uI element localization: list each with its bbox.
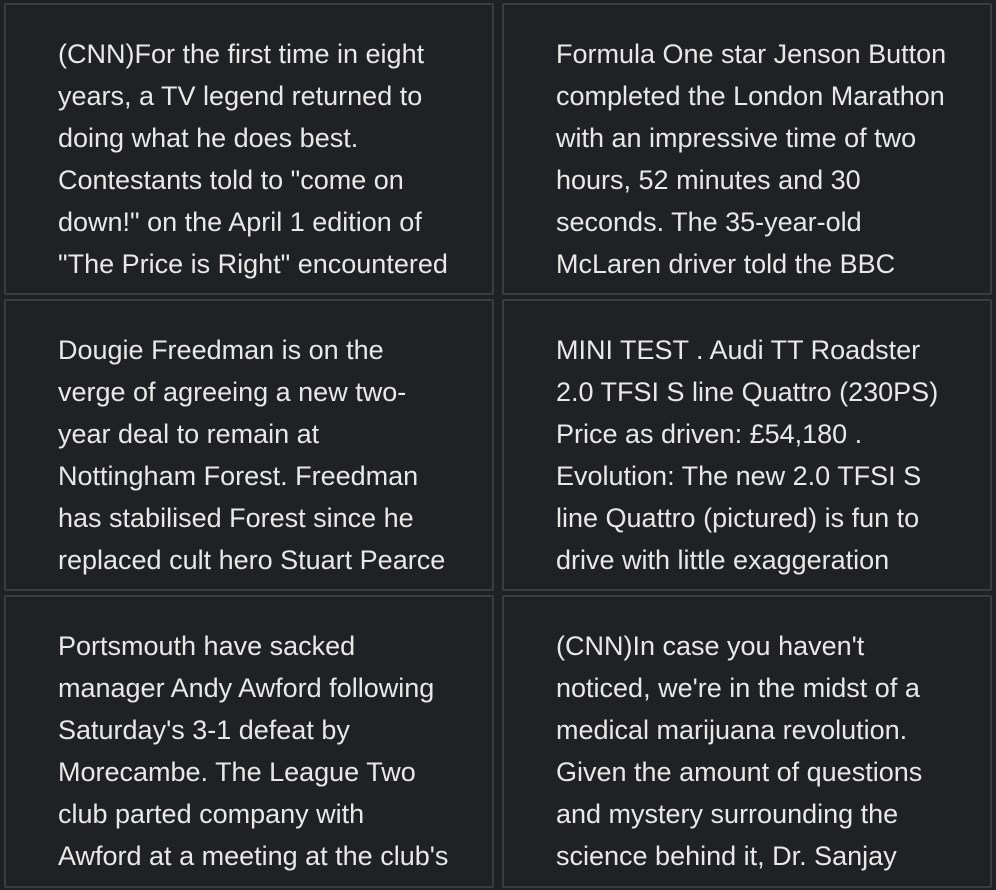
article-snippet: Portsmouth have sacked manager Andy Awfo… — [58, 631, 449, 886]
article-snippet: (CNN)For the first time in eight years, … — [58, 39, 448, 293]
article-card[interactable]: Formula One star Jenson Button completed… — [502, 3, 992, 295]
article-card[interactable]: MINI TEST . Audi TT Roadster 2.0 TFSI S … — [502, 299, 992, 591]
article-card[interactable]: (CNN)In case you haven't noticed, we're … — [502, 595, 992, 888]
article-snippet: Dougie Freedman is on the verge of agree… — [58, 335, 446, 589]
article-snippet: (CNN)In case you haven't noticed, we're … — [556, 631, 923, 871]
article-card[interactable]: Portsmouth have sacked manager Andy Awfo… — [4, 595, 494, 888]
article-snippet: Formula One star Jenson Button completed… — [556, 39, 947, 279]
article-card[interactable]: Dougie Freedman is on the verge of agree… — [4, 299, 494, 591]
article-snippet: MINI TEST . Audi TT Roadster 2.0 TFSI S … — [556, 335, 939, 575]
article-card[interactable]: (CNN)For the first time in eight years, … — [4, 3, 494, 295]
